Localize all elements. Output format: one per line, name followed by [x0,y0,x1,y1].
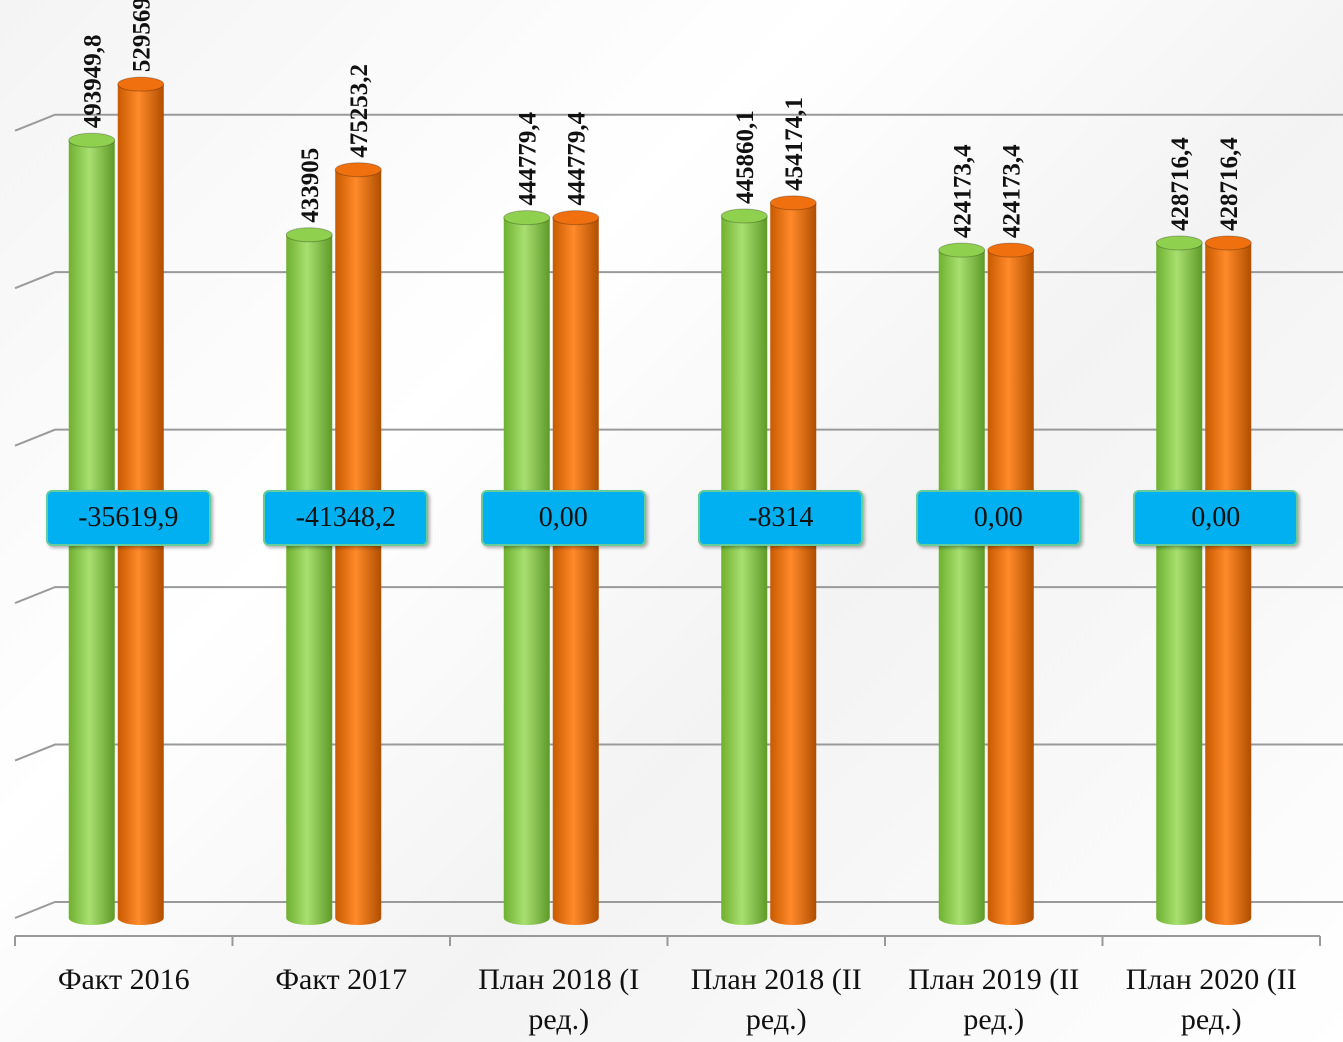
bar-top [1155,235,1203,251]
bar-bottom [552,911,599,925]
x-tick-label: План 2018 (I ред.) [478,963,640,1036]
value-label: 433905 [297,148,324,223]
bar-bottom [503,911,550,925]
bar-top [117,76,165,92]
bar-top [720,208,768,224]
bar [770,202,817,919]
bar-bottom [721,911,768,925]
annotation: -35619,9 [45,490,211,546]
x-tick-label: Факт 2016 [57,963,190,996]
bar [721,215,768,918]
grid-line [14,586,1343,605]
bar-bottom [987,911,1034,925]
bar-top [1204,235,1252,251]
bar [1156,242,1203,918]
grid-line [14,271,1343,290]
grid-line [14,901,1343,919]
bar-top [987,242,1035,258]
bar-top [552,210,600,226]
value-label: 529569,7 [129,0,156,72]
grid-line [14,428,1343,447]
x-tick-label: Факт 2017 [275,963,408,996]
value-label: 493949,8 [80,35,107,129]
bar-bottom [1156,911,1203,925]
bar-top [334,162,382,178]
bar-bottom [117,911,164,925]
value-label: 475253,2 [346,64,373,158]
bar-top [769,195,817,211]
annotation: -41348,2 [263,490,429,546]
bar [938,250,985,919]
bar-bottom [335,911,382,925]
x-tick-label: План 2020 (II ред.) [1125,963,1297,1036]
bar-bottom [770,911,817,925]
value-label: 424173,4 [999,144,1026,238]
value-label: 428716,4 [1216,137,1243,231]
bar [987,250,1034,919]
bar-top [938,242,986,258]
grid-line [14,743,1343,762]
grid-line [14,113,1343,132]
bar-top [503,210,551,226]
bar [503,217,550,918]
bar-bottom [1205,911,1252,925]
value-label: 428716,4 [1167,137,1194,231]
annotation: 0,00 [1133,490,1299,546]
bar [1205,242,1252,918]
bar-top [68,132,116,148]
value-label: 424173,4 [950,144,977,238]
value-label: 445860,1 [732,110,759,204]
bar-bottom [286,911,333,925]
annotation: -8314 [698,490,864,546]
x-tick-label: План 2018 (II ред.) [690,963,862,1036]
value-label: 454174,1 [781,97,808,191]
bar-bottom [938,911,985,925]
annotation: 0,00 [915,490,1081,546]
bar [286,234,333,918]
bar-bottom [68,911,115,925]
bar-top [285,227,333,243]
value-label: 444779,4 [515,111,542,205]
annotation: 0,00 [480,490,646,546]
x-tick-label: План 2019 (II ред.) [908,963,1080,1036]
value-label: 444779,4 [564,111,591,205]
bar [552,217,599,918]
